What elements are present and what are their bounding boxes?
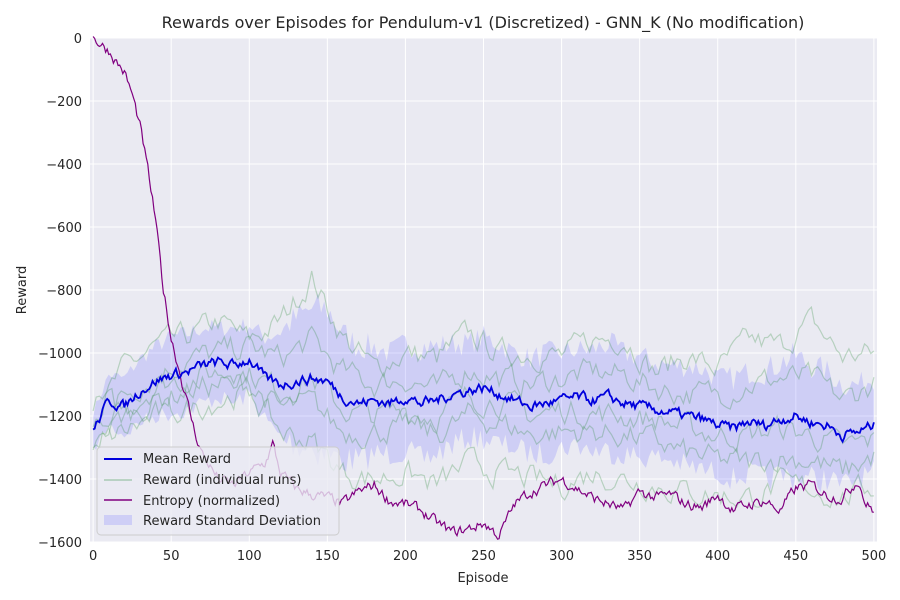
legend-box: [96, 446, 340, 536]
y-tick-label: −200: [46, 95, 82, 110]
grid-lines: [90, 37, 877, 543]
y-axis-label: Reward: [15, 266, 30, 314]
y-tick-label: −1200: [38, 410, 82, 425]
x-axis-label: Episode: [457, 571, 508, 586]
x-tick-label: 100: [237, 549, 262, 564]
mean-reward-line: [92, 356, 875, 444]
run-line-4: [92, 373, 875, 476]
y-tick-label: −1600: [38, 536, 82, 551]
legend-label-runs: Reward (individual runs): [143, 473, 302, 488]
x-tick-label: 450: [783, 549, 808, 564]
legend-label-mean: Mean Reward: [143, 452, 231, 467]
x-tick-label: 150: [315, 549, 340, 564]
y-tick-label: −800: [46, 284, 82, 299]
run-line-1: [92, 270, 875, 428]
run-line-3: [92, 362, 875, 454]
x-tick-label: 50: [163, 549, 180, 564]
run-line-5: [92, 375, 874, 509]
legend-swatch-std: [104, 515, 132, 525]
mean-layer: [92, 356, 875, 444]
x-tick-label: 250: [471, 549, 496, 564]
std-band-layer: [93, 293, 874, 492]
y-tick-label: −400: [46, 158, 82, 173]
x-tick-label: 500: [861, 549, 886, 564]
chart-title: Rewards over Episodes for Pendulum-v1 (D…: [162, 13, 805, 33]
x-tick-label: 300: [549, 549, 574, 564]
y-tick-label: −600: [46, 221, 82, 236]
y-tick-label: −1000: [38, 347, 82, 362]
x-tick-label: 400: [705, 549, 730, 564]
x-tick-label: 200: [393, 549, 418, 564]
runs-layer: [92, 270, 875, 509]
legend-label-std: Reward Standard Deviation: [143, 514, 321, 529]
std-band: [93, 293, 874, 492]
y-tick-label: 0: [74, 32, 82, 47]
legend-label-entropy: Entropy (normalized): [143, 494, 280, 509]
legend: Mean Reward Reward (individual runs) Ent…: [96, 446, 340, 536]
x-tick-label: 0: [89, 549, 97, 564]
x-tick-labels: 0 50 100 150 200 250 300 350 400 450 500: [89, 549, 886, 564]
y-tick-label: −1400: [38, 473, 82, 488]
x-tick-label: 350: [627, 549, 652, 564]
y-tick-labels: 0 −200 −400 −600 −800 −1000 −1200 −1400 −1600: [38, 32, 82, 551]
